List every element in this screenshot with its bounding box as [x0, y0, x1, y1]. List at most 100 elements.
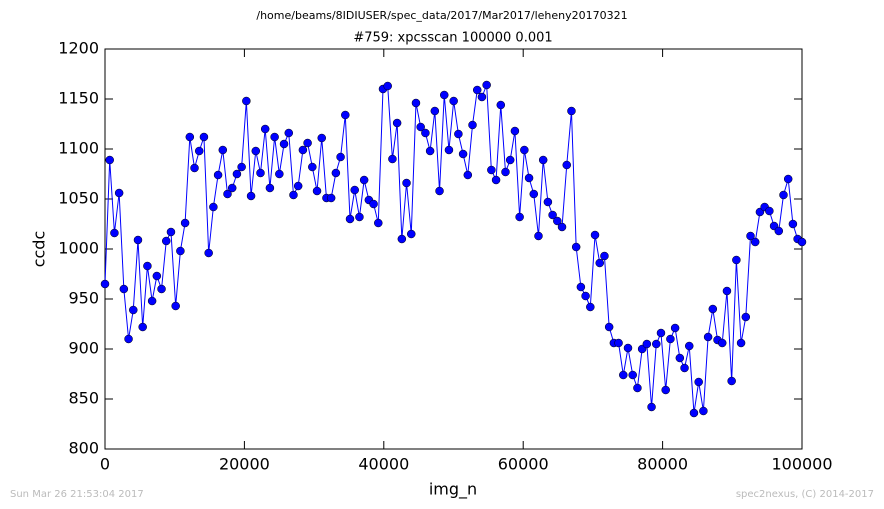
data-point — [510, 126, 520, 136]
y-tick-label: 1050 — [58, 189, 99, 208]
data-point — [736, 338, 746, 348]
data-point — [675, 353, 685, 363]
data-point — [652, 339, 661, 349]
data-point — [312, 186, 322, 196]
data-point — [661, 385, 670, 395]
data-point — [265, 183, 275, 193]
data-point — [576, 282, 586, 292]
data-point — [543, 197, 553, 207]
data-point — [152, 271, 162, 281]
data-point — [732, 255, 741, 265]
copyright: spec2nexus, (C) 2014-2017 — [736, 489, 874, 500]
y-tick-label: 1150 — [58, 89, 99, 108]
x-tick-label: 100000 — [771, 455, 832, 474]
data-point — [741, 312, 751, 322]
data-point — [421, 128, 430, 138]
file-path: /home/beams/8IDIUSER/spec_data/2017/Mar2… — [256, 9, 627, 22]
data-point — [454, 129, 463, 139]
data-point — [538, 155, 548, 165]
data-point — [147, 296, 157, 306]
y-tick-label: 1200 — [58, 39, 99, 58]
data-point — [411, 98, 421, 108]
data-point — [246, 191, 256, 201]
data-point — [439, 90, 449, 100]
data-point — [284, 128, 294, 138]
data-point — [185, 132, 195, 142]
data-point — [180, 218, 190, 228]
data-point — [199, 132, 209, 142]
data-point — [388, 154, 397, 164]
data-point — [425, 146, 435, 156]
data-point — [138, 322, 147, 332]
data-point — [251, 146, 261, 156]
data-point — [402, 178, 411, 188]
data-point — [520, 145, 529, 155]
data-point — [133, 235, 143, 245]
data-point — [129, 305, 138, 315]
data-point — [487, 165, 496, 175]
data-point — [326, 193, 336, 203]
data-point — [270, 132, 279, 142]
data-point — [727, 376, 736, 386]
data-point — [689, 408, 699, 418]
data-point — [656, 328, 666, 338]
data-point — [496, 100, 506, 110]
data-point — [750, 237, 760, 247]
data-point — [595, 258, 604, 268]
data-point — [642, 339, 652, 349]
data-point — [190, 163, 199, 173]
data-point — [717, 338, 727, 348]
data-point — [699, 406, 708, 416]
data-point — [194, 146, 204, 156]
data-point — [143, 261, 152, 271]
data-point — [260, 124, 270, 134]
data-point — [685, 341, 694, 351]
data-point — [242, 96, 251, 106]
data-point — [472, 85, 482, 95]
data-point — [505, 155, 515, 165]
data-point — [797, 237, 807, 247]
data-point — [444, 145, 454, 155]
data-point — [110, 228, 119, 238]
data-point — [416, 122, 425, 132]
data-point — [308, 162, 317, 172]
data-point — [529, 189, 539, 199]
data-point — [298, 145, 308, 155]
data-point — [350, 185, 359, 195]
x-axis-label: img_n — [429, 480, 477, 500]
data-point — [774, 226, 784, 236]
x-tick-label: 40000 — [358, 455, 409, 474]
y-axis-label: ccdc — [30, 231, 49, 268]
data-point — [557, 222, 567, 232]
data-point — [548, 210, 557, 220]
data-point — [562, 160, 571, 170]
data-point — [374, 218, 383, 228]
x-tick-label: 80000 — [637, 455, 688, 474]
chart-title: #759: xpcsscan 100000 0.001 — [353, 31, 552, 46]
data-point — [341, 110, 350, 120]
data-point — [289, 190, 298, 200]
data-point — [449, 96, 458, 106]
data-point — [383, 81, 392, 91]
data-point — [162, 236, 171, 246]
x-tick-label: 20000 — [219, 455, 270, 474]
data-point — [765, 206, 774, 216]
data-point — [788, 219, 798, 229]
data-point — [694, 377, 703, 387]
data-point — [204, 248, 213, 258]
data-point — [355, 212, 364, 222]
data-point — [581, 291, 590, 301]
data-point — [586, 302, 595, 312]
data-point — [105, 155, 114, 165]
data-point — [619, 370, 628, 380]
data-point — [213, 170, 223, 180]
data-point — [680, 363, 689, 373]
data-point — [468, 120, 477, 130]
data-point — [293, 181, 303, 191]
data-point — [590, 230, 600, 240]
data-point — [571, 242, 581, 252]
data-point — [166, 227, 176, 237]
data-point — [317, 133, 326, 143]
data-point — [567, 106, 576, 116]
